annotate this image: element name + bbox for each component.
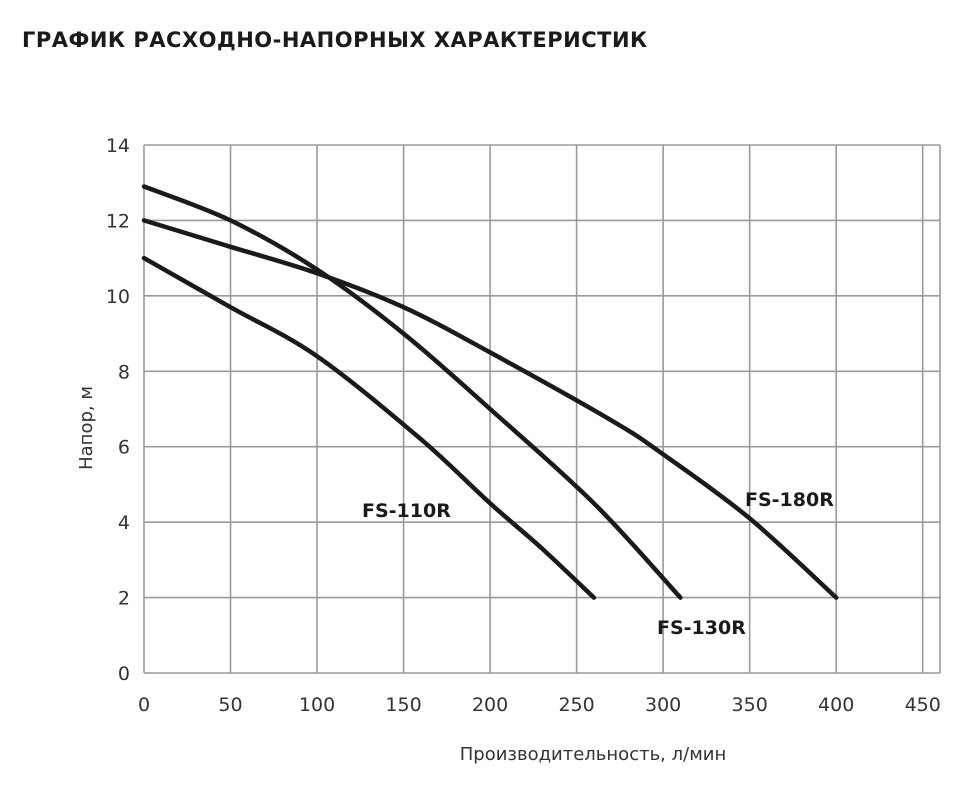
y-axis-label: Напор, м	[76, 386, 97, 470]
x-tick-label-50: 50	[218, 694, 242, 716]
tick-layer: 0 50 100 150 200 250 300 350 400 450 0 2 4 6 8 10 12 14	[106, 135, 941, 716]
series-label-layer: FS-110R FS-130R FS-180R	[362, 489, 834, 639]
x-tick-label-400: 400	[818, 694, 854, 716]
series-label-fs-130r: FS-130R	[657, 617, 746, 639]
x-axis-label: Производительность, л/мин	[460, 744, 727, 765]
x-tick-label-250: 250	[558, 694, 594, 716]
y-tick-label-4: 4	[118, 512, 130, 534]
y-tick-label-6: 6	[118, 437, 130, 459]
x-tick-label-450: 450	[905, 694, 941, 716]
y-tick-label-8: 8	[118, 361, 130, 383]
x-tick-label-0: 0	[138, 694, 150, 716]
x-tick-label-100: 100	[299, 694, 335, 716]
chart-title: ГРАФИК РАСХОДНО-НАПОРНЫХ ХАРАКТЕРИСТИК	[22, 28, 648, 52]
series-label-fs-180r: FS-180R	[745, 489, 834, 511]
series-line-fs-110r	[141, 255, 597, 600]
x-tick-label-150: 150	[385, 694, 421, 716]
y-tick-label-12: 12	[106, 210, 130, 232]
grid-layer	[143, 144, 941, 674]
series-line-fs-180r	[141, 218, 839, 600]
y-tick-label-0: 0	[118, 663, 130, 685]
x-tick-label-350: 350	[732, 694, 768, 716]
x-tick-label-200: 200	[472, 694, 508, 716]
series-label-fs-110r: FS-110R	[362, 500, 451, 522]
y-tick-label-14: 14	[106, 135, 130, 157]
x-tick-label-300: 300	[645, 694, 681, 716]
y-tick-label-2: 2	[118, 588, 130, 610]
y-tick-label-10: 10	[106, 286, 130, 308]
series-layer	[141, 184, 839, 600]
series-line-fs-130r	[141, 184, 683, 600]
